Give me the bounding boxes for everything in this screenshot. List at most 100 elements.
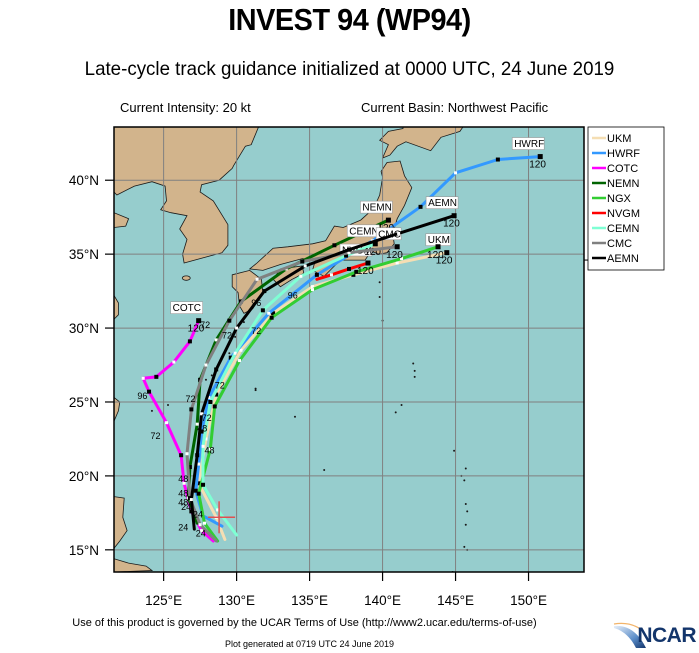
track-dot: [269, 315, 274, 320]
land-china-korea-north: [114, 127, 259, 264]
track-dot: [196, 481, 201, 486]
lat-label: 20°N: [69, 469, 99, 484]
map-border: [113, 126, 585, 573]
island: [234, 335, 237, 338]
track-end-dot: [372, 241, 378, 247]
legend-label-hwrf: HWRF: [607, 148, 640, 160]
track-tick: [299, 274, 303, 278]
hour-label: 24: [193, 509, 203, 519]
track-tick: [208, 447, 212, 451]
track-tick: [216, 508, 220, 512]
lat-label: 35°N: [69, 247, 99, 262]
hour-label: 72: [222, 330, 232, 340]
lat-label: 40°N: [69, 173, 99, 188]
track-tick: [207, 396, 211, 400]
island: [210, 374, 213, 377]
track-dot: [227, 318, 232, 323]
track-end-dot: [537, 154, 543, 160]
track-dot: [300, 259, 305, 264]
track-end-hour: 120: [427, 250, 444, 261]
track-tick: [233, 351, 237, 355]
hour-label: 72: [251, 326, 261, 336]
track-dot: [195, 453, 200, 458]
island: [323, 468, 326, 471]
island: [463, 545, 466, 548]
track-tick: [238, 359, 242, 363]
track-tick: [141, 376, 145, 380]
track-dot: [147, 389, 152, 394]
track-label-box: [511, 137, 545, 150]
legend-label-cotc: COTC: [607, 163, 638, 175]
island: [463, 479, 466, 482]
map-frame: [113, 126, 585, 573]
track-label-cotc: COTC: [173, 303, 201, 314]
land-shandong: [114, 212, 130, 228]
island: [413, 375, 416, 378]
track-end-dot: [365, 260, 371, 266]
track-dot: [187, 465, 192, 470]
track-tick: [347, 251, 351, 255]
hour-label: 24: [196, 529, 206, 539]
track-label-cmc: CMC: [378, 229, 401, 240]
lat-label: 30°N: [69, 321, 99, 336]
track-hwrf: [194, 155, 542, 528]
track-dot: [212, 404, 217, 409]
track-tick: [395, 261, 399, 265]
track-dot: [347, 266, 351, 271]
island: [254, 387, 257, 390]
track-tick: [189, 498, 193, 502]
track-cemn: [201, 242, 377, 537]
island: [453, 449, 456, 452]
lon-label: 140°E: [364, 593, 401, 608]
track-tick: [202, 521, 206, 525]
hour-label: 48: [197, 424, 207, 434]
hour-label: 48: [204, 446, 214, 456]
track-dot: [271, 311, 276, 316]
track-end-hour: 120: [364, 247, 381, 258]
ncar-logo-text: NCAR: [637, 624, 696, 647]
island: [204, 378, 207, 381]
hour-label: 24: [181, 502, 191, 512]
current-position-marker: [208, 501, 236, 534]
legend-label-ukm: UKM: [607, 133, 631, 145]
track-label-hwrf: HWRF: [514, 139, 544, 150]
legend-label-nvgm: NVGM: [607, 208, 640, 220]
track-dot: [154, 374, 159, 379]
page-title: INVEST 94 (WP94): [228, 2, 471, 37]
track-end-dot: [444, 250, 450, 256]
track-tick: [235, 326, 239, 330]
track-label-ukm: UKM: [428, 235, 450, 246]
track-tick: [198, 523, 202, 527]
track-dot: [351, 272, 356, 277]
legend-label-nemn: NEMN: [607, 178, 639, 190]
hour-label: 96: [251, 298, 261, 308]
land-taiwan: [114, 396, 121, 422]
hour-label: 48: [178, 497, 188, 507]
island: [228, 352, 231, 355]
hour-label: 72: [200, 320, 210, 330]
track-dot: [262, 289, 267, 294]
track-dot: [179, 453, 184, 458]
track-dot: [214, 367, 219, 372]
track-tick: [201, 444, 205, 448]
track-tick: [329, 273, 333, 277]
track-tick: [397, 231, 401, 235]
track-tick: [197, 462, 201, 466]
track-tick: [182, 481, 186, 485]
legend-label-cemn: CEMN: [607, 223, 639, 235]
track-dot: [189, 407, 194, 412]
ncar-swoosh-icon: [613, 622, 646, 648]
axis-labels: 40°N 35°N 30°N 25°N 20°N 15°N 125°E 130°E 135°E 1…: [69, 173, 591, 608]
lon-label: 135°E: [291, 593, 328, 608]
track-tick: [204, 363, 208, 367]
track-tick: [185, 452, 189, 456]
track-end-hour: 120: [443, 219, 460, 230]
island: [464, 523, 467, 526]
lat-label: 15°N: [69, 543, 99, 558]
island: [150, 409, 153, 412]
lat-label: 25°N: [69, 395, 99, 410]
page-subtitle: Late-cycle track guidance initialized at…: [84, 58, 615, 80]
track-end-dot: [385, 217, 391, 223]
island: [378, 281, 381, 284]
hour-label: 24: [178, 523, 188, 533]
